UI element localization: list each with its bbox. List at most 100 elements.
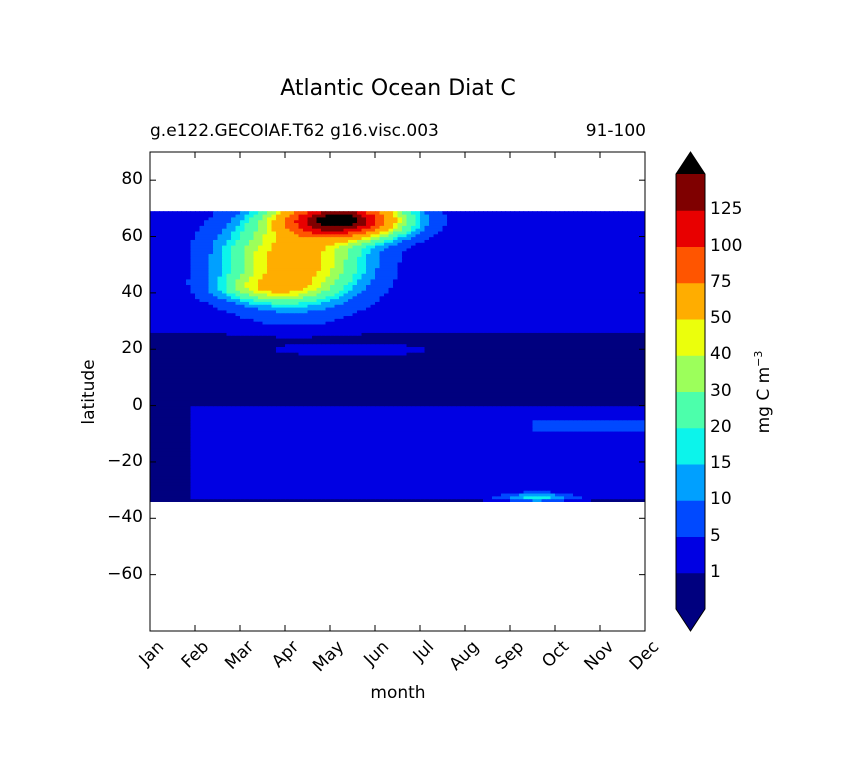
- contour-cell: [321, 385, 327, 390]
- contour-cell: [460, 433, 466, 438]
- contour-cell: [285, 385, 291, 390]
- contour-cell: [586, 442, 592, 446]
- contour-cell: [550, 445, 556, 449]
- contour-cell: [640, 476, 645, 480]
- contour-cell: [181, 405, 187, 410]
- contour-cell: [640, 473, 645, 477]
- contour-cell: [352, 397, 358, 401]
- contour-cell: [397, 484, 403, 488]
- contour-cell: [303, 445, 309, 449]
- contour-cell: [226, 490, 232, 494]
- contour-cell: [195, 442, 201, 446]
- contour-cell: [420, 498, 426, 502]
- contour-cell: [289, 377, 295, 381]
- contour-cell: [258, 464, 264, 469]
- contour-cell: [415, 419, 421, 424]
- contour-cell: [393, 374, 399, 379]
- contour-cell: [181, 399, 187, 404]
- contour-cell: [600, 450, 606, 455]
- contour-cell: [555, 473, 561, 477]
- contour-cell: [595, 397, 601, 401]
- contour-cell: [249, 450, 255, 455]
- contour-cell: [406, 405, 412, 410]
- contour-cell: [235, 495, 241, 500]
- contour-cell: [595, 416, 601, 421]
- contour-cell: [532, 419, 538, 424]
- contour-cell: [298, 428, 304, 432]
- contour-cell: [564, 394, 570, 398]
- contour-cell: [577, 391, 583, 395]
- contour-cell: [361, 394, 367, 398]
- contour-cell: [316, 405, 322, 410]
- contour-cell: [447, 377, 453, 381]
- contour-cell: [406, 490, 412, 494]
- contour-cell: [366, 476, 372, 480]
- contour-cell: [613, 464, 619, 469]
- contour-cell: [321, 416, 327, 421]
- contour-cell: [330, 371, 336, 376]
- contour-cell: [510, 484, 516, 488]
- contour-cell: [294, 461, 300, 466]
- contour-cell: [267, 380, 273, 384]
- contour-cell: [294, 430, 300, 435]
- contour-cell: [438, 495, 444, 500]
- contour-cell: [154, 495, 160, 500]
- contour-cell: [168, 419, 174, 424]
- contour-cell: [546, 467, 552, 471]
- contour-cell: [195, 388, 201, 393]
- contour-cell: [424, 436, 430, 440]
- contour-cell: [172, 377, 178, 381]
- contour-cell: [406, 459, 412, 463]
- contour-cell: [429, 377, 435, 381]
- contour-cell: [375, 478, 381, 483]
- contour-cell: [213, 405, 219, 410]
- contour-cell: [537, 383, 543, 387]
- contour-cell: [294, 377, 300, 381]
- contour-cell: [379, 394, 385, 398]
- contour-cell: [555, 481, 561, 486]
- contour-cell: [541, 459, 547, 463]
- contour-cell: [510, 430, 516, 435]
- contour-cell: [294, 495, 300, 500]
- contour-cell: [339, 399, 345, 404]
- contour-cell: [568, 464, 574, 469]
- contour-cell: [159, 487, 165, 491]
- contour-cell: [604, 439, 610, 443]
- contour-cell: [298, 374, 304, 379]
- contour-cell: [487, 414, 493, 418]
- contour-cell: [600, 467, 606, 471]
- contour-cell: [159, 470, 165, 474]
- contour-cell: [190, 478, 196, 483]
- contour-cell: [222, 430, 228, 435]
- contour-cell: [622, 383, 628, 387]
- contour-cell: [546, 377, 552, 381]
- contour-cell: [213, 481, 219, 486]
- contour-cell: [285, 487, 291, 491]
- contour-cell: [622, 394, 628, 398]
- contour-cell: [510, 397, 516, 401]
- contour-cell: [609, 380, 615, 384]
- contour-cell: [487, 416, 493, 421]
- contour-cell: [442, 394, 448, 398]
- contour-cell: [613, 495, 619, 500]
- contour-cell: [537, 399, 543, 404]
- contour-cell: [406, 447, 412, 452]
- contour-cell: [294, 385, 300, 390]
- contour-cell: [555, 476, 561, 480]
- contour-cell: [348, 478, 354, 483]
- contour-cell: [231, 487, 237, 491]
- contour-cell: [172, 478, 178, 483]
- contour-cell: [334, 445, 340, 449]
- contour-cell: [181, 470, 187, 474]
- contour-cell: [433, 425, 439, 429]
- contour-cell: [550, 402, 556, 407]
- contour-cell: [199, 414, 205, 418]
- contour-cell: [460, 467, 466, 471]
- contour-cell: [492, 445, 498, 449]
- contour-cell: [537, 495, 543, 500]
- contour-cell: [532, 388, 538, 393]
- contour-cell: [555, 495, 561, 500]
- contour-cell: [514, 470, 520, 474]
- contour-cell: [226, 397, 232, 401]
- contour-cell: [361, 478, 367, 483]
